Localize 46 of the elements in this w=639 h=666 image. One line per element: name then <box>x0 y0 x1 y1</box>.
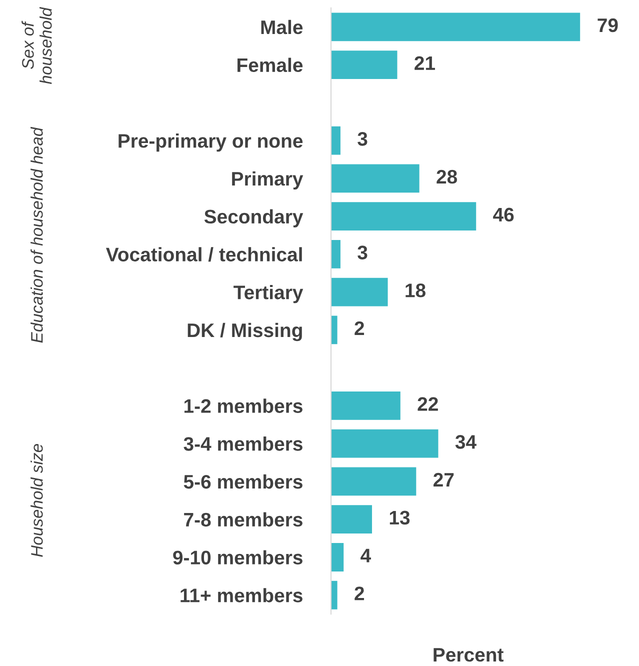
bar <box>331 12 580 42</box>
y-tick-label: DK / Missing <box>188 322 302 342</box>
data-label: 13 <box>390 510 410 525</box>
y-tick-label: 3-4 members <box>184 436 302 451</box>
data-label: 79 <box>598 18 618 32</box>
bar <box>331 202 476 231</box>
data-label: 2 <box>354 586 364 600</box>
text: Household size <box>30 444 43 557</box>
y-tick-label: Vocational / technical <box>106 247 302 262</box>
y-tick-label: 11+ members <box>180 588 302 602</box>
bar <box>331 505 372 534</box>
data-label: 18 <box>406 284 426 298</box>
bar <box>331 467 416 496</box>
text: Education of household head <box>30 126 43 343</box>
data-label: 34 <box>455 435 476 449</box>
data-label: 2 <box>354 321 364 335</box>
y-tick-label: Male <box>261 20 303 34</box>
y-tick-label: Tertiary <box>234 285 304 304</box>
bar <box>331 392 400 420</box>
data-label: 3 <box>358 246 368 260</box>
bar <box>331 50 398 80</box>
bar <box>331 543 344 572</box>
y-tick-label: Secondary <box>204 209 304 228</box>
bar <box>331 580 338 610</box>
y-tick-label: 5-6 members <box>184 474 302 489</box>
y-tick-label: 7-8 members <box>184 512 302 527</box>
data-label: 28 <box>436 170 458 184</box>
data-label: 21 <box>414 56 435 70</box>
bar <box>331 316 338 344</box>
y-tick-label: 9-10 members <box>173 550 302 564</box>
x-axis-title: Percent <box>434 648 504 662</box>
y-tick-label: Female <box>238 58 303 72</box>
bar <box>331 164 420 193</box>
text: Sex of household <box>22 6 52 84</box>
y-tick-label: 1-2 members <box>184 398 302 413</box>
data-label: 4 <box>360 548 371 562</box>
data-label: 27 <box>434 472 454 487</box>
bar <box>331 429 438 458</box>
bar <box>331 278 388 306</box>
data-label: 3 <box>358 132 368 146</box>
y-tick-label: Pre-primary or none <box>118 134 303 152</box>
bar <box>331 126 340 155</box>
y-tick-label: Primary <box>232 171 304 190</box>
bar <box>331 240 340 268</box>
data-label: 22 <box>418 397 438 411</box>
data-label: 46 <box>493 208 514 222</box>
